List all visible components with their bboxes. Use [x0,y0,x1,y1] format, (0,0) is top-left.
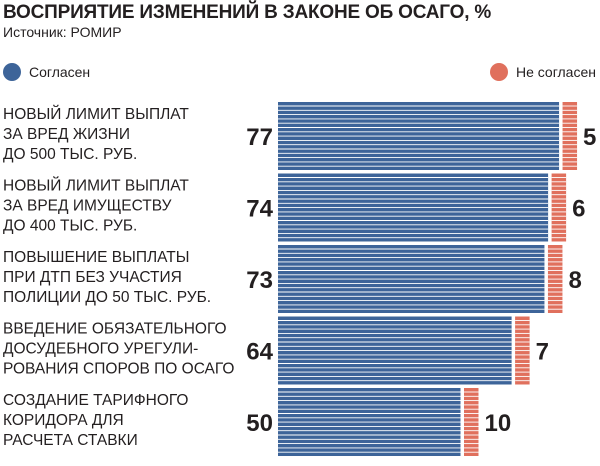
category-label-2: ПОВЫШЕНИЕ ВЫПЛАТЫ ПРИ ДТП БЕЗ УЧАСТИЯ ПОЛИ… [3,249,211,306]
legend-agree: Согласен [3,63,90,81]
legend-disagree-swatch [489,63,508,81]
bar-disagree-2 [547,245,563,313]
category-label-3: ВВЕДЕНИЕ ОБЯЗАТЕЛЬНОГО ДОСУДЕБНОГО УРЕГУЛ… [3,321,234,378]
bar-agree-0 [278,102,560,170]
legend-agree-label: Согласен [29,64,91,80]
bar-agree-2 [278,245,545,313]
category-label-1: НОВЫЙ ЛИМИТ ВЫПЛАТ ЗА ВРЕД ИМУЩЕСТВУ ДО 40… [3,177,189,235]
category-label-0: НОВЫЙ ЛИМИТ ВЫПЛАТ ЗА ВРЕД ЖИЗНИ ДО 500 ТЫ… [3,105,189,163]
value-label-agree-3: 64 [246,339,273,366]
value-label-agree-4: 50 [246,410,273,437]
bar-disagree-4 [464,388,479,456]
bar-disagree-1 [551,173,567,242]
chart-title: ВОСПРИЯТИЕ ИЗМЕНЕНИЙ В ЗАКОНЕ ОБ ОСАГО, … [3,2,492,23]
bar-disagree-3 [515,316,530,385]
value-label-disagree-0: 5 [583,124,596,151]
bar-agree-3 [278,316,512,385]
value-label-agree-1: 74 [246,196,273,223]
legend-disagree-label: Не согласен [515,64,596,80]
bar-disagree-0 [562,102,578,170]
source-note: Источник: РОМИР [3,24,122,40]
value-label-agree-0: 77 [246,124,273,151]
bar-agree-4 [278,388,461,456]
value-label-disagree-4: 10 [485,410,512,437]
legend-disagree: Не согласен [489,63,596,81]
value-label-agree-2: 73 [246,267,273,294]
value-label-disagree-2: 8 [568,267,581,294]
legend-agree-swatch [3,63,21,81]
value-label-disagree-1: 6 [572,196,585,223]
value-label-disagree-3: 7 [536,339,549,366]
bar-agree-1 [278,173,549,242]
category-label-4: СОЗДАНИЕ ТАРИФНОГО КОРИДОРА ДЛЯ РАСЧЕТА СТ… [3,392,188,449]
